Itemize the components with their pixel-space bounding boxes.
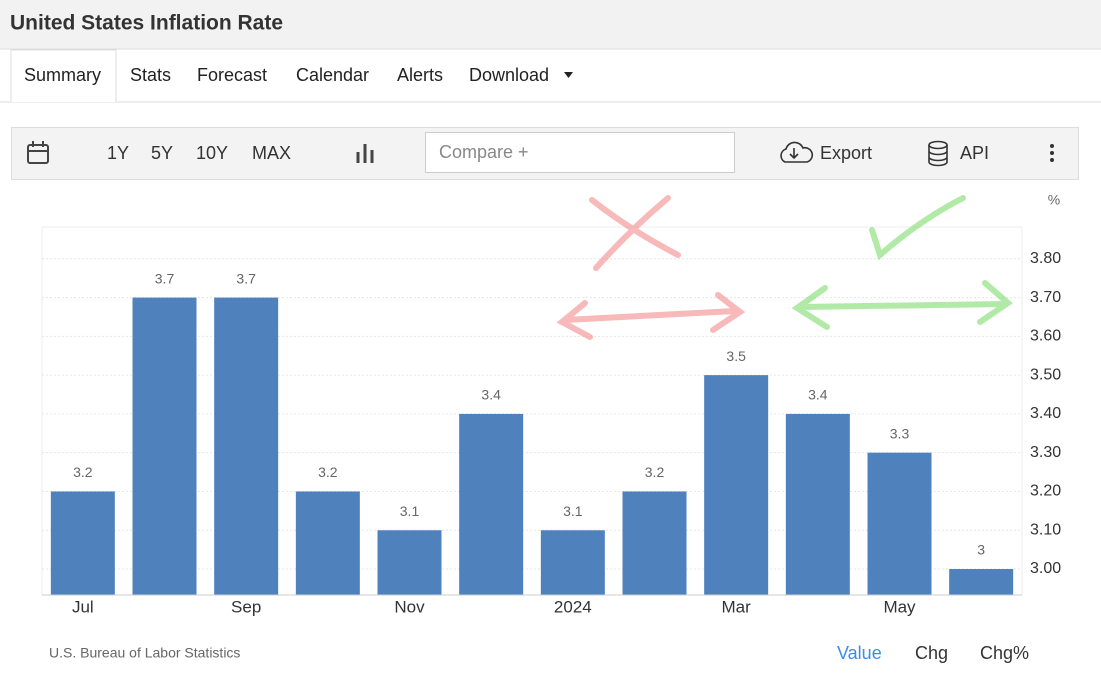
bar (949, 569, 1014, 595)
range-button[interactable]: 1Y (107, 143, 129, 163)
value-label: 3.2 (318, 464, 338, 480)
export-button[interactable]: Export (820, 143, 872, 163)
api-icon[interactable] (928, 140, 948, 167)
y-tick-label: 3.30 (1030, 444, 1061, 461)
tab[interactable]: Alerts (397, 65, 443, 85)
value-label: 3.1 (400, 503, 420, 519)
y-tick-label: 3.20 (1030, 483, 1061, 500)
bar (377, 530, 442, 595)
bar (295, 491, 360, 595)
x-tick-label: Jul (72, 597, 94, 616)
x-tick-label: May (883, 597, 916, 616)
value-label: 3.7 (236, 270, 256, 286)
value-label: 3.4 (808, 387, 828, 403)
x-tick-label: Mar (722, 597, 752, 616)
compare-input[interactable] (425, 132, 735, 173)
y-tick-label: 3.40 (1030, 405, 1061, 422)
range-button[interactable]: MAX (252, 143, 291, 163)
dropdown-caret (564, 72, 573, 78)
api-button[interactable]: API (960, 143, 989, 163)
x-tick-label: 2024 (554, 597, 592, 616)
tab[interactable]: Stats (130, 65, 171, 85)
y-tick-label: 3.10 (1030, 521, 1061, 538)
compare-placeholder: Compare + (439, 142, 529, 162)
y-tick-label: 3.80 (1030, 250, 1061, 267)
tab[interactable]: Forecast (197, 65, 267, 85)
bar (704, 375, 769, 595)
more-menu[interactable] (1050, 144, 1054, 162)
value-label: 3.7 (155, 270, 175, 286)
calendar-icon[interactable] (27, 141, 49, 164)
tab[interactable]: Calendar (296, 65, 369, 85)
value-label: 3.1 (563, 503, 583, 519)
value-label: 3.2 (645, 464, 665, 480)
view-toggle[interactable]: Chg (915, 643, 948, 663)
x-tick-label: Nov (394, 597, 425, 616)
value-label: 3.3 (890, 425, 910, 441)
range-button[interactable]: 5Y (151, 143, 173, 163)
bar (132, 297, 197, 595)
y-tick-label: 3.60 (1030, 328, 1061, 345)
y-unit: % (1048, 192, 1060, 208)
page-title: United States Inflation Rate (10, 12, 283, 35)
tab[interactable]: Download (469, 65, 549, 85)
active-tab-border (10, 49, 117, 102)
header-bar (0, 0, 1101, 49)
bar (540, 530, 605, 595)
bar (622, 491, 687, 595)
chart: 3.00 3.10 3.20 3.30 3.40 3.50 3.60 3.70 3.80 3.2 J… (41, 226, 1061, 616)
y-tick-label: 3.70 (1030, 289, 1061, 306)
bar (50, 491, 115, 595)
export-icon[interactable] (780, 141, 814, 163)
view-toggle[interactable]: Chg% (980, 643, 1029, 663)
bar (459, 413, 524, 595)
x-tick-label: Sep (231, 597, 261, 616)
source-note: U.S. Bureau of Labor Statistics (49, 645, 240, 661)
range-button[interactable]: 10Y (196, 143, 228, 163)
bar (785, 413, 850, 595)
y-tick-label: 3.00 (1030, 560, 1061, 577)
chart-type-icon[interactable] (356, 144, 374, 163)
value-label: 3.2 (73, 464, 93, 480)
value-label: 3 (977, 542, 985, 558)
tab[interactable]: Summary (24, 65, 101, 85)
value-label: 3.5 (726, 348, 746, 364)
annotations (556, 195, 1013, 340)
bar (214, 297, 279, 595)
bar (867, 452, 932, 595)
value-label: 3.4 (481, 387, 501, 403)
y-tick-label: 3.50 (1030, 366, 1061, 383)
view-toggle[interactable]: Value (837, 643, 882, 663)
